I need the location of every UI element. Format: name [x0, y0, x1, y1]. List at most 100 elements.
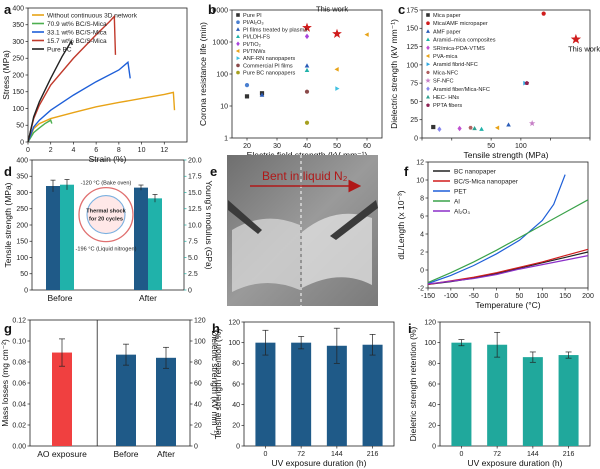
y-tick-label-d: 300 — [16, 190, 28, 197]
y-tick-label-a: 200 — [12, 72, 24, 79]
y2-tick-label-d: 2.5 — [188, 271, 198, 278]
panel-b: b2030405060110100100010000Electric field… — [198, 2, 383, 160]
thermal-cycle-ring — [78, 186, 134, 243]
x-axis-label-i: UV exposure duration (h) — [468, 458, 563, 468]
y-tick-label-a: 250 — [12, 56, 24, 63]
legend-label-b: Commercial PI films — [243, 63, 293, 69]
y2-tick-label-d: 10.0 — [188, 222, 202, 229]
y-tick-label-f: 12 — [416, 159, 424, 166]
y-tick-label-c: 175 — [406, 7, 418, 14]
data-point-c — [528, 120, 536, 127]
data-point-b — [332, 28, 342, 38]
legend-label-f: Al — [454, 199, 460, 206]
x-tick-label-a: 8 — [117, 147, 121, 154]
data-point-b — [302, 22, 312, 32]
y-tick-label-b: 1000 — [212, 39, 228, 46]
y-tick-label-g: 0.02 — [12, 422, 26, 429]
tweezers-right — [330, 200, 378, 240]
panel-h: h 0 72 144 216 0 20 40 60 80 100 120 UV exposure dur… — [212, 319, 395, 468]
bar-g — [52, 352, 72, 446]
x-tick-label-b: 20 — [243, 143, 251, 150]
y2-tick-label-d: 5.0 — [188, 255, 198, 262]
data-point-b — [304, 89, 310, 94]
legend-marker-b — [235, 49, 240, 53]
panel-label-c: c — [398, 2, 405, 17]
plot-frame-f — [427, 161, 589, 289]
panel-d: d Before After 0 50 100 150 200 250 300 350 400 0 2.5… — [3, 157, 214, 303]
y2-tick-label-d: 7.5 — [188, 239, 198, 246]
legend-label-c: Aramid–mica composites — [433, 38, 496, 44]
x-tick-label-a: 10 — [138, 147, 146, 154]
y2-tick-label-g: 40 — [194, 401, 202, 408]
y-tick-label-f: 10 — [416, 177, 424, 184]
data-point-b — [244, 82, 250, 88]
y-tick-label-h: 80 — [232, 361, 240, 368]
data-point-c — [570, 33, 582, 44]
bar-i — [451, 342, 472, 446]
data-point-c — [468, 125, 473, 130]
panel-f: f -150 -100 -50 0 50 100 150 200 -2 0 2 4 6 8 10 12 Tempe… — [396, 159, 594, 310]
y-tick-label-g: 0.12 — [12, 317, 26, 324]
legend-marker-c — [425, 54, 430, 58]
x-tick-label-c: 50 — [487, 143, 495, 150]
inset-top-label: -120 °C (Bake oven) — [81, 181, 132, 187]
x-tick-label-f: 0 — [495, 293, 499, 300]
y-tick-label-f: 4 — [420, 231, 424, 238]
x-axis-label-h: UV exposure duration (h) — [272, 458, 367, 468]
series-line-f — [427, 255, 589, 285]
y2-tick-label-g: 120 — [194, 317, 206, 324]
y-tick-label-a: 150 — [12, 89, 24, 96]
legend-label-a: 70.9 wt% BC/S-Mica — [47, 21, 107, 28]
data-point-c — [541, 11, 546, 16]
bent-film-left — [232, 218, 300, 292]
y-tick-label-b: 1 — [224, 135, 228, 142]
legend-label-a: 15.7 wt% BC/S-Mica — [47, 38, 107, 45]
data-point-c — [494, 125, 500, 131]
data-point-c — [437, 126, 442, 132]
panel-a: a 0 2 4 6 8 10 12 0 50 100 150 200 250 300 350 400 Strain… — [1, 2, 188, 164]
legend-marker-c — [426, 21, 430, 26]
x-tick-label-b: 30 — [273, 143, 281, 150]
x-tick-label-b: 60 — [363, 143, 371, 150]
y-tick-label-a: 350 — [12, 22, 24, 29]
y-tick-label-g: 0.06 — [12, 380, 26, 387]
y2-axis-label-d: Young's modulus (GPa) — [204, 180, 214, 269]
bar-d — [148, 198, 162, 290]
x-tick-label-c: 100 — [515, 143, 527, 150]
legend-marker-c — [426, 62, 431, 67]
y-tick-label-f: 2 — [420, 249, 424, 256]
bar-i — [558, 355, 579, 446]
series-line-f — [427, 251, 589, 285]
x-axis-label-c: Tensile strength (MPa) — [463, 150, 548, 160]
x-tick-label-f: 200 — [582, 293, 594, 300]
legend-marker-c — [426, 45, 430, 51]
panel-label-g: g — [4, 321, 12, 336]
legend-label-c: AMF paper — [433, 29, 461, 35]
x-tick-label-a: 2 — [49, 147, 53, 154]
bar-i — [487, 344, 508, 446]
data-point-c — [506, 122, 511, 127]
y-tick-label-f: 0 — [420, 267, 424, 274]
y-tick-label-a: 50 — [16, 123, 24, 130]
legend-marker-c — [426, 94, 430, 99]
panel-label-a: a — [4, 2, 12, 17]
y-tick-label-d: 400 — [16, 157, 28, 164]
y-tick-label-d: 250 — [16, 206, 28, 213]
bent-film-right — [302, 213, 372, 288]
series-line-a — [27, 14, 117, 143]
data-point-b — [259, 92, 265, 97]
legend-label-a: 33.1 wt% BC/S-Mica — [47, 29, 107, 36]
legend-label-c: HEC- HNs — [433, 95, 459, 101]
bar-d — [134, 187, 148, 290]
legend-marker-c — [426, 13, 430, 17]
y-tick-label-f: 6 — [420, 213, 424, 220]
plot-frame-c — [421, 9, 591, 139]
legend-label-b: PI/TiO₂ — [243, 42, 261, 48]
x-tick-label-a: 0 — [26, 147, 30, 154]
data-point-b — [334, 67, 339, 72]
y-tick-label-c: 75 — [410, 81, 418, 88]
y-tick-label-i: 120 — [424, 319, 436, 326]
y-tick-label-c: 25 — [410, 117, 418, 124]
y2-tick-label-g: 0 — [194, 443, 198, 450]
y-tick-label-a: 400 — [12, 5, 24, 12]
